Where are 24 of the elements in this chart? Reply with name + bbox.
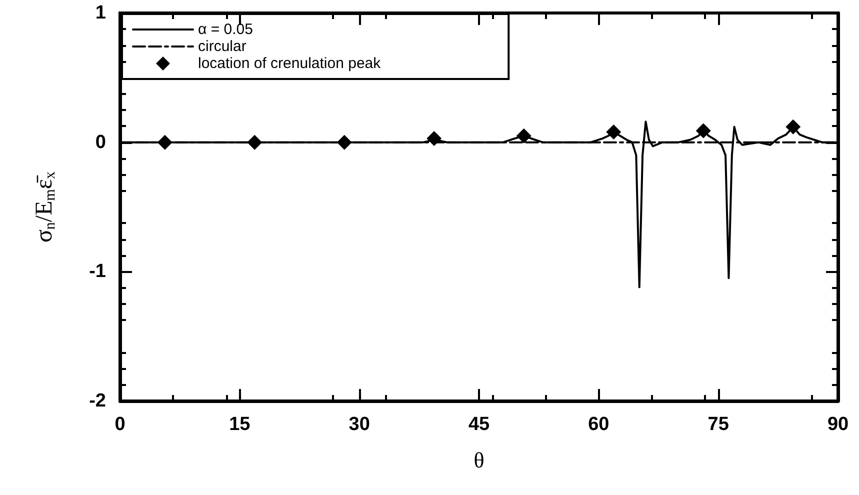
legend-label: circular [198, 38, 246, 55]
point [516, 128, 532, 144]
point [696, 123, 711, 138]
x-tick-label: 60 [588, 414, 610, 435]
point [247, 134, 262, 150]
x-tick-label: 90 [827, 414, 849, 435]
x-tick-label: 30 [348, 414, 370, 435]
x-tick-label: 75 [708, 414, 730, 435]
legend-label: location of crenulation peak [198, 55, 382, 72]
y-tick-label: -2 [89, 390, 106, 412]
x-tick-label: 15 [229, 414, 251, 435]
point [157, 134, 172, 150]
point [606, 124, 622, 140]
y-axis-title: σn/Emε̄x [32, 170, 58, 243]
point [786, 119, 801, 134]
legend-label: α = 0.05 [198, 21, 253, 38]
y-tick-label: -1 [89, 261, 106, 282]
x-tick-label: 45 [468, 414, 490, 435]
point [426, 130, 442, 146]
x-axis-title: θ [474, 448, 484, 472]
x-tick-label: 0 [114, 414, 126, 435]
y-tick-label: 1 [95, 2, 106, 24]
point [336, 134, 352, 150]
y-tick-label: 0 [95, 132, 106, 153]
